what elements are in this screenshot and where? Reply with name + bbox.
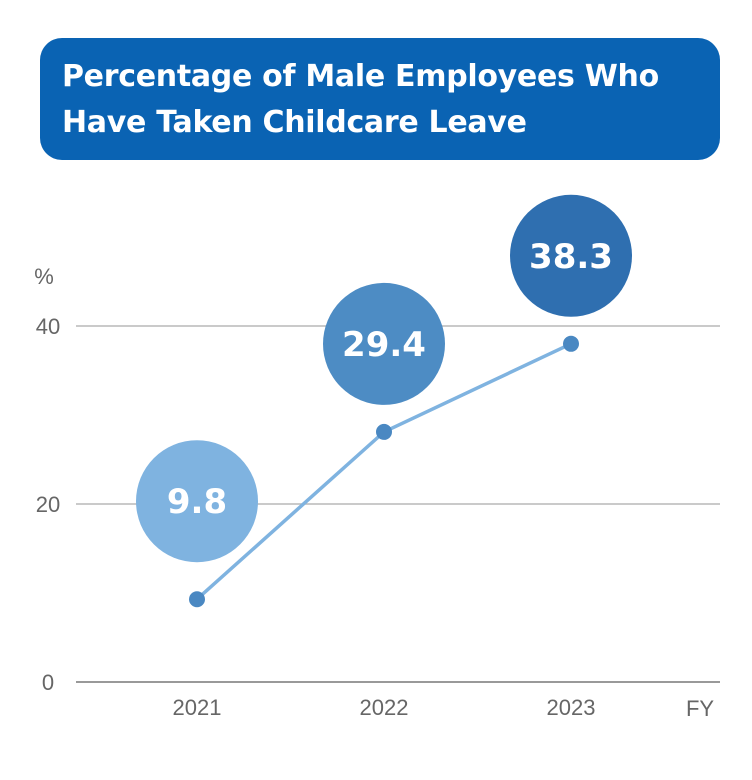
y-tick-label-0: 0 xyxy=(42,670,54,695)
y-axis-unit-label: % xyxy=(34,264,54,289)
value-bubble-2022 xyxy=(323,282,445,405)
y-tick-label-20: 20 xyxy=(36,492,60,517)
x-tick-label-2023: 2023 xyxy=(547,695,596,720)
data-line-group xyxy=(189,335,579,608)
x-tick-label-2021: 2021 xyxy=(173,695,222,720)
value-bubble-2021 xyxy=(136,440,258,563)
data-label-2021: 9.8 xyxy=(167,482,227,522)
data-label-2023: 38.3 xyxy=(529,237,613,277)
chart-title: Percentage of Male Employees Who Have Ta… xyxy=(62,59,659,140)
data-point-2023 xyxy=(563,335,579,352)
y-tick-label-40: 40 xyxy=(36,314,60,339)
title-banner: Percentage of Male Employees Who Have Ta… xyxy=(40,38,720,160)
data-label-2022: 29.4 xyxy=(342,325,426,365)
value-bubble-2023 xyxy=(510,194,632,317)
x-tick-label-2022: 2022 xyxy=(360,695,409,720)
value-bubbles: 9.8 29.4 38.3 xyxy=(136,194,632,563)
y-tick-labels: 0 20 40 xyxy=(36,314,60,695)
x-tick-labels: 2021 2022 2023 xyxy=(173,695,596,720)
data-point-2022 xyxy=(376,423,392,440)
x-axis-label: FY xyxy=(686,696,714,721)
data-point-2021 xyxy=(189,591,205,608)
